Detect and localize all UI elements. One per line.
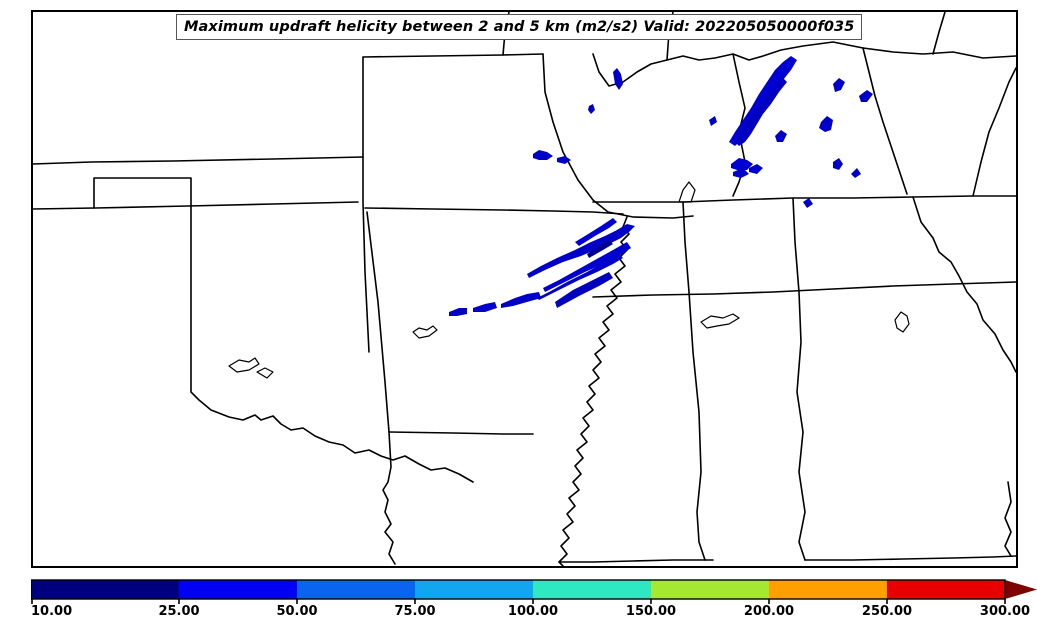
colorbar-tick-label-0: 10.00 [31, 604, 73, 619]
colorbar-segments [31, 580, 1005, 599]
state-boundaries [33, 12, 1016, 566]
rivers-and-lakes [228, 181, 910, 379]
colorbar-graphic [31, 579, 1037, 604]
uh-shaded-field [449, 56, 873, 316]
colorbar-extend-arrow [1005, 580, 1037, 599]
map-plot-area [31, 10, 1018, 568]
colorbar: 10.00 25.00 50.00 75.00 100.00 150.00 20… [31, 578, 1037, 633]
colorbar-tick-label-7: 250.00 [861, 604, 913, 619]
map-graphics [33, 12, 1016, 566]
colorbar-tick-label-6: 200.00 [743, 604, 795, 619]
colorbar-tick-label-8: 300.00 [979, 604, 1031, 619]
colorbar-ticks [31, 599, 1006, 604]
colorbar-tick-label-4: 100.00 [507, 604, 559, 619]
colorbar-tick-label-1: 25.00 [158, 604, 200, 619]
colorbar-tick-label-3: 75.00 [394, 604, 436, 619]
colorbar-tick-label-2: 50.00 [276, 604, 318, 619]
plot-title-box: Maximum updraft helicity between 2 and 5… [176, 14, 863, 40]
plot-title-text: Maximum updraft helicity between 2 and 5… [184, 19, 855, 35]
colorbar-tick-label-5: 150.00 [625, 604, 677, 619]
